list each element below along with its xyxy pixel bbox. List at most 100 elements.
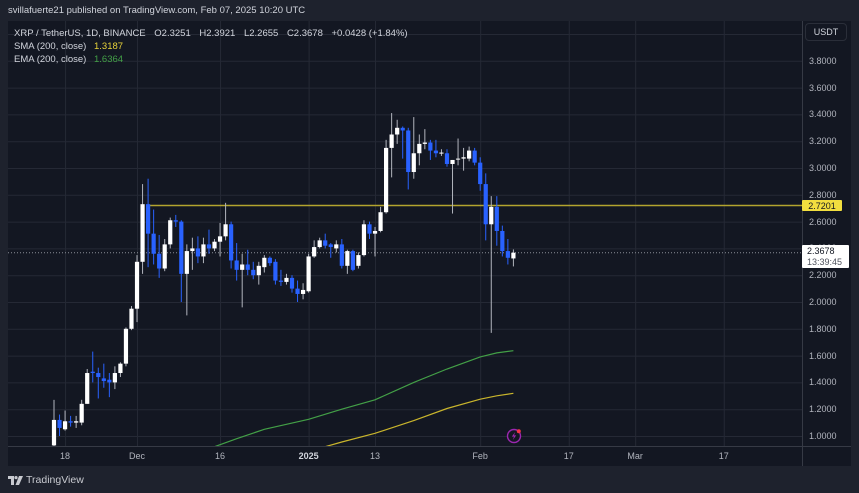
candle <box>384 139 389 214</box>
time-tick-label: 17 <box>718 451 729 461</box>
candle <box>417 134 422 166</box>
candle <box>195 236 201 264</box>
candle <box>85 369 90 404</box>
price-tick-label: 2.8000 <box>809 189 837 200</box>
time-tick-label: 16 <box>215 451 226 461</box>
candle <box>478 157 483 191</box>
sma-line <box>325 392 514 446</box>
ohlc-low: L2.2655 <box>243 28 279 39</box>
price-tick-label: 3.4000 <box>809 109 837 120</box>
candle <box>328 243 333 258</box>
legend-ema-row[interactable]: EMA (200, close) 1.6364 <box>14 53 408 66</box>
legend-symbol-row[interactable]: XRP / TetherUS, 1D, BINANCE O2.3251 H2.3… <box>14 27 408 40</box>
candle <box>79 399 84 426</box>
candle <box>317 237 322 249</box>
candle <box>118 362 123 378</box>
candle <box>173 214 178 227</box>
candle <box>511 249 516 267</box>
candle <box>450 159 455 214</box>
candle <box>356 252 361 269</box>
candle <box>367 221 372 240</box>
ema-line <box>214 350 514 446</box>
time-tick-label: Feb <box>472 451 488 461</box>
candle <box>444 149 450 167</box>
ohlc-change: +0.0428 (+1.84%) <box>331 28 408 39</box>
candle <box>428 139 433 160</box>
currency-button[interactable]: USDT <box>805 23 847 41</box>
ema-label: EMA (200, close) <box>14 54 87 65</box>
candle <box>262 255 267 273</box>
candle <box>273 259 278 285</box>
candle <box>411 117 416 179</box>
candle <box>372 226 378 257</box>
candle <box>378 206 383 233</box>
candle <box>123 327 129 367</box>
price-tick-label: 2.0000 <box>809 297 837 307</box>
ohlc-open: O2.3251 <box>154 28 191 39</box>
price-tick-label: 1.2000 <box>809 404 837 415</box>
candle <box>345 249 350 274</box>
candle <box>505 239 510 265</box>
legend: XRP / TetherUS, 1D, BINANCE O2.3251 H2.3… <box>14 27 408 66</box>
candle <box>96 367 101 399</box>
legend-sma-row[interactable]: SMA (200, close) 1.3187 <box>14 40 408 53</box>
candle <box>489 196 494 333</box>
time-tick-label: 17 <box>563 451 574 461</box>
candle <box>339 239 344 269</box>
ema-value: 1.6364 <box>93 54 124 65</box>
candle <box>361 220 367 257</box>
candle <box>278 269 284 286</box>
candle <box>240 253 245 308</box>
candle <box>68 415 73 427</box>
candle <box>217 222 223 257</box>
candle <box>101 363 106 388</box>
candle <box>184 244 189 316</box>
horizontal-line-label: 2.7201 <box>802 200 842 211</box>
ohlc-high: H2.3921 <box>199 28 236 39</box>
candle <box>51 399 57 446</box>
candle <box>334 240 339 253</box>
candle <box>467 146 472 162</box>
ohlc-close: C2.3678 <box>286 28 323 39</box>
candle <box>229 221 234 269</box>
candle <box>433 139 439 158</box>
price-tick-label: 3.6000 <box>809 82 837 93</box>
candle <box>350 249 355 272</box>
brand-name: TradingView <box>26 474 84 486</box>
candle <box>74 415 79 428</box>
candle <box>400 126 405 159</box>
candle <box>140 184 145 274</box>
price-tick-label: 1.4000 <box>809 377 837 388</box>
candle <box>295 280 300 302</box>
candle <box>323 233 328 249</box>
candle <box>306 253 311 293</box>
price-tick-label: 1.8000 <box>809 323 837 334</box>
candle <box>267 256 272 266</box>
grid <box>8 21 802 446</box>
price-tick-label: 1.6000 <box>809 350 837 361</box>
candle <box>90 351 95 383</box>
candle <box>300 283 306 300</box>
lightning-icon[interactable] <box>506 428 522 444</box>
candle <box>212 239 217 252</box>
price-tick-label: 3.0000 <box>809 163 837 173</box>
candle <box>206 229 212 254</box>
price-tick-label: 3.2000 <box>809 136 837 147</box>
footer-brand[interactable]: TradingView <box>8 474 84 486</box>
bar-countdown: 13:39:45 <box>807 257 843 267</box>
candle <box>389 113 394 178</box>
sma-value: 1.3187 <box>93 41 124 52</box>
candle <box>129 306 134 331</box>
candle <box>395 119 400 144</box>
current-price-value: 2.3678 <box>807 246 835 256</box>
sma-label: SMA (200, close) <box>14 41 87 52</box>
candle <box>472 147 477 166</box>
candle <box>62 410 68 431</box>
candle <box>168 217 173 249</box>
candle <box>145 178 151 268</box>
candle <box>223 202 228 241</box>
candle <box>245 249 250 276</box>
candle <box>107 373 112 398</box>
price-tick-label: 2.2000 <box>809 270 837 281</box>
